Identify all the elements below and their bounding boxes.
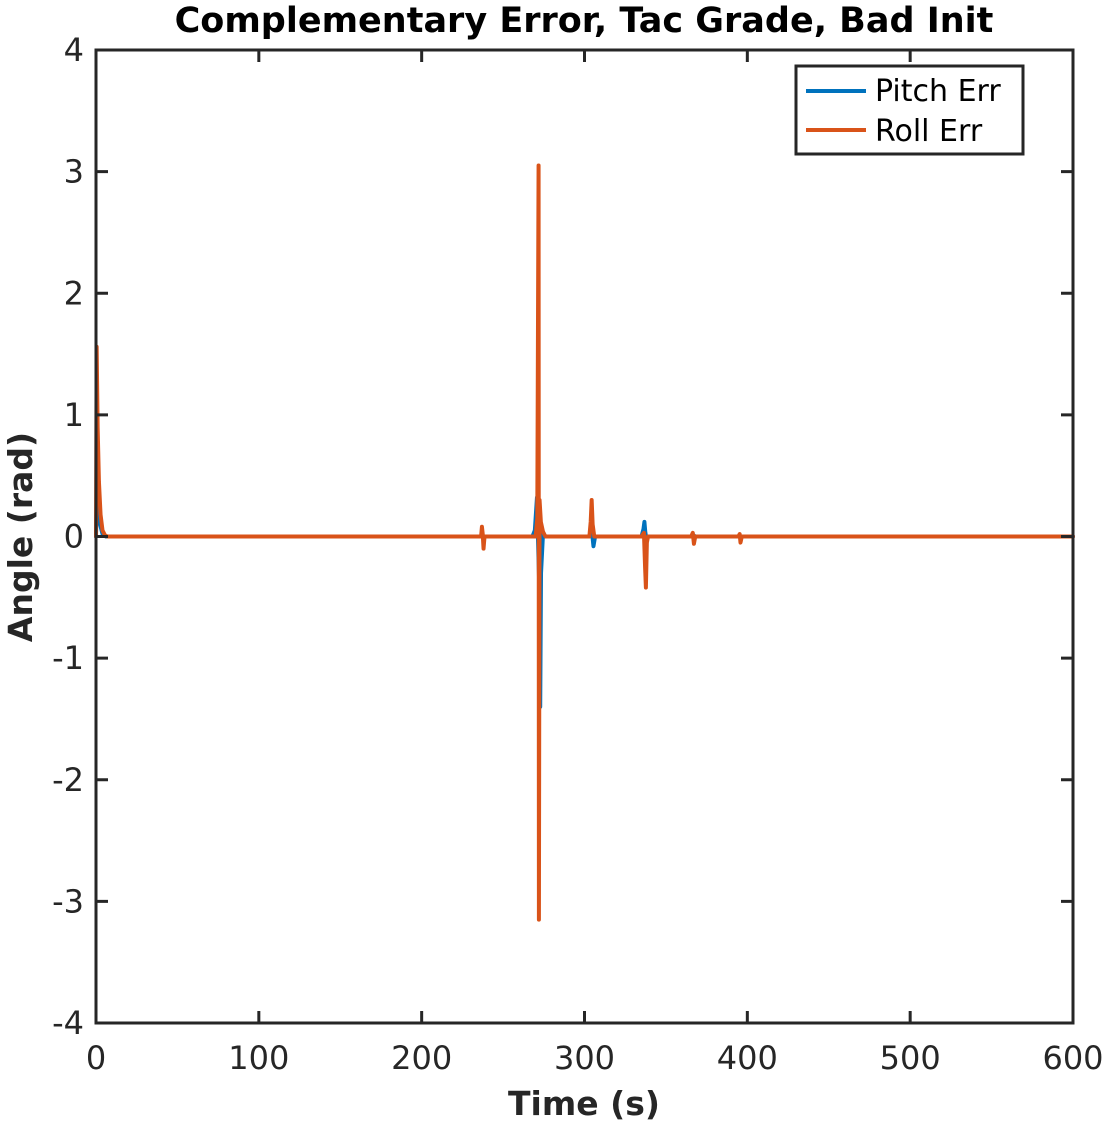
y-tick-label: 0 [64,518,84,556]
y-tick-label: 3 [64,153,84,191]
x-tick-label: 100 [228,1039,289,1077]
legend: Pitch Err Roll Err [794,64,1025,156]
y-tick-label: -2 [52,761,84,799]
y-tick-label: 1 [64,396,84,434]
axes-box [94,48,1075,1025]
y-axis-label: Angle (rad) [1,432,40,642]
y-tick-label: 4 [64,31,84,69]
legend-label-pitch-err: Pitch Err [875,74,1001,109]
legend-box [794,64,1025,156]
chart-title: Complementary Error, Tac Grade, Bad Init [175,1,994,41]
tick-layer: 0 100 200 300 400 500 600 -4 -3 -2 -1 0 1 2 3 4 [52,31,1103,1077]
y-tick-label: -3 [52,882,84,920]
x-tick-label: 0 [86,1039,106,1077]
x-tick-label: 500 [880,1039,941,1077]
x-tick-label: 600 [1042,1039,1103,1077]
x-tick-label: 300 [554,1039,615,1077]
x-tick-label: 400 [717,1039,778,1077]
x-axis-label: Time (s) [508,1084,660,1123]
y-tick-label: -1 [52,639,84,677]
legend-label-roll-err: Roll Err [875,114,983,149]
x-tick-label: 200 [391,1039,452,1077]
y-tick-label: -4 [52,1004,84,1042]
y-tick-label: 2 [64,274,84,312]
